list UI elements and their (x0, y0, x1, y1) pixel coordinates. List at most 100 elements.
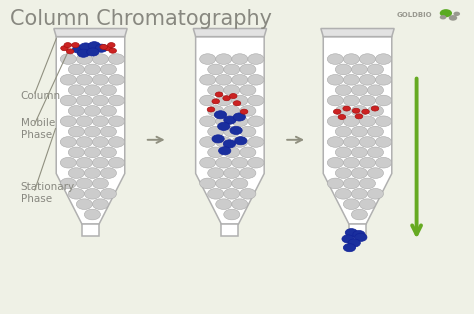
Circle shape (92, 157, 109, 168)
Circle shape (351, 168, 367, 178)
Circle shape (359, 74, 375, 85)
Circle shape (375, 74, 392, 85)
Circle shape (208, 85, 224, 95)
Circle shape (351, 106, 367, 116)
Circle shape (73, 45, 85, 53)
Circle shape (84, 147, 100, 158)
Circle shape (60, 95, 76, 106)
Circle shape (72, 43, 79, 48)
Circle shape (76, 54, 92, 64)
Circle shape (92, 178, 109, 189)
Circle shape (335, 126, 351, 137)
Polygon shape (82, 224, 99, 236)
Polygon shape (323, 37, 392, 224)
Circle shape (327, 95, 343, 106)
Circle shape (84, 188, 100, 199)
Text: Mobile
Phase: Mobile Phase (20, 118, 55, 140)
Circle shape (343, 178, 359, 189)
Circle shape (367, 126, 383, 137)
Circle shape (362, 109, 369, 114)
Circle shape (68, 147, 84, 158)
Circle shape (240, 168, 256, 178)
Circle shape (76, 95, 92, 106)
Circle shape (248, 54, 264, 64)
Circle shape (84, 85, 100, 95)
Circle shape (200, 157, 216, 168)
Circle shape (60, 137, 76, 147)
Circle shape (240, 106, 256, 116)
Circle shape (359, 137, 375, 147)
Circle shape (240, 85, 256, 95)
Circle shape (224, 85, 240, 95)
Circle shape (327, 157, 343, 168)
Polygon shape (349, 224, 366, 236)
Circle shape (327, 178, 343, 189)
Circle shape (200, 178, 216, 189)
Circle shape (338, 115, 346, 120)
Circle shape (216, 95, 232, 106)
Circle shape (200, 116, 216, 127)
Circle shape (108, 43, 115, 48)
Circle shape (248, 95, 264, 106)
Circle shape (92, 74, 109, 85)
Circle shape (343, 54, 359, 64)
Circle shape (351, 126, 367, 137)
Circle shape (219, 147, 231, 155)
Circle shape (367, 64, 383, 75)
Circle shape (109, 48, 117, 53)
Circle shape (343, 199, 359, 209)
Circle shape (353, 230, 365, 239)
Circle shape (248, 74, 264, 85)
Circle shape (100, 85, 117, 95)
Circle shape (100, 126, 117, 137)
Circle shape (109, 137, 125, 147)
Circle shape (208, 188, 224, 199)
Circle shape (208, 168, 224, 178)
Circle shape (208, 126, 224, 137)
Circle shape (92, 54, 109, 64)
Circle shape (233, 113, 246, 121)
Circle shape (84, 64, 100, 75)
Circle shape (216, 116, 232, 127)
Circle shape (216, 137, 232, 147)
Circle shape (87, 48, 99, 56)
Circle shape (333, 109, 341, 114)
Circle shape (232, 199, 248, 209)
Circle shape (215, 92, 223, 97)
Circle shape (240, 109, 248, 114)
Circle shape (208, 106, 224, 116)
Circle shape (100, 168, 117, 178)
Circle shape (351, 147, 367, 158)
Circle shape (109, 157, 125, 168)
Circle shape (68, 106, 84, 116)
Circle shape (100, 64, 117, 75)
Circle shape (240, 147, 256, 158)
Circle shape (355, 114, 363, 119)
Circle shape (76, 116, 92, 127)
Circle shape (343, 116, 359, 127)
Circle shape (359, 199, 375, 209)
Circle shape (224, 209, 240, 220)
Circle shape (224, 64, 240, 75)
Circle shape (351, 85, 367, 95)
Circle shape (359, 157, 375, 168)
Circle shape (216, 199, 232, 209)
Circle shape (449, 15, 457, 21)
Circle shape (224, 147, 240, 158)
Circle shape (359, 178, 375, 189)
Circle shape (355, 233, 367, 241)
Circle shape (68, 168, 84, 178)
Circle shape (60, 178, 76, 189)
Circle shape (68, 126, 84, 137)
Circle shape (218, 122, 230, 130)
Circle shape (229, 94, 237, 99)
Circle shape (100, 45, 108, 50)
Circle shape (95, 44, 108, 52)
Circle shape (351, 209, 367, 220)
Circle shape (375, 157, 392, 168)
Circle shape (367, 106, 383, 116)
Circle shape (375, 95, 392, 106)
Circle shape (223, 140, 236, 148)
Circle shape (230, 126, 242, 134)
Circle shape (327, 74, 343, 85)
